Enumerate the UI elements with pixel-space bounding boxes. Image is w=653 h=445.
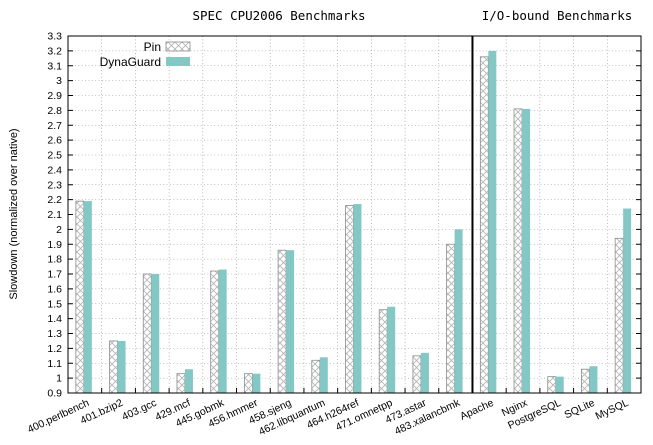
bar-pin	[479, 56, 489, 394]
bar-dynaguard	[420, 352, 429, 393]
chart-title-spec: SPEC CPU2006 Benchmarks	[192, 8, 365, 23]
bar-pin	[243, 373, 253, 394]
bar-pin	[547, 376, 557, 394]
y-tick-label: 1.7	[47, 269, 62, 281]
bar-pin	[412, 355, 422, 394]
bar-pin	[345, 205, 354, 394]
chart-title-io: I/O-bound Benchmarks	[482, 8, 633, 23]
bar-dynaguard	[319, 357, 328, 393]
bar-dynaguard	[286, 250, 295, 393]
y-tick-label: 1.3	[47, 328, 62, 340]
y-tick-label: 3.3	[47, 31, 62, 43]
bar-dynaguard	[83, 201, 92, 393]
y-tick-label: 0.9	[47, 388, 62, 400]
y-tick-label: 1.9	[47, 239, 62, 251]
legend-label-dynaguard: DynaGuard	[100, 55, 161, 69]
bar-pin	[311, 359, 321, 394]
bar-dynaguard	[454, 229, 463, 393]
y-tick-label: 2.5	[47, 150, 62, 162]
legend-swatch-dynaguard	[166, 57, 190, 66]
bar-pin	[446, 243, 456, 394]
y-tick-label: 3	[56, 75, 62, 87]
x-category-label: MySQL	[594, 397, 631, 423]
bar-dynaguard	[151, 274, 160, 393]
y-tick-label: 2.2	[47, 194, 62, 206]
legend: Pin DynaGuard	[100, 40, 191, 69]
y-tick-label: 2.1	[47, 209, 62, 221]
bar-pin	[176, 373, 186, 394]
bar-pin	[109, 340, 118, 394]
bar-pin	[277, 249, 287, 394]
bar-dynaguard	[623, 208, 632, 393]
y-tick-label: 1.2	[47, 343, 62, 355]
y-tick-label: 1	[56, 373, 62, 385]
bar-dynaguard	[353, 204, 362, 393]
y-tick-label: 1.4	[47, 313, 62, 325]
bar-pin	[581, 368, 590, 394]
y-tick-label: 2.3	[47, 179, 62, 191]
bar-dynaguard	[522, 108, 531, 393]
y-tick-label: 1.8	[47, 254, 62, 266]
legend-label-pin: Pin	[144, 40, 161, 54]
y-tick-label: 1.6	[47, 283, 62, 295]
bar-pin	[378, 309, 388, 394]
y-tick-label: 1.1	[47, 358, 62, 370]
x-category-label: 403.gcc	[120, 397, 158, 423]
y-tick-label: 2	[56, 224, 62, 236]
bar-pin	[210, 270, 220, 394]
bar-pin	[75, 200, 85, 394]
bar-dynaguard	[117, 340, 126, 393]
bar-dynaguard	[387, 306, 396, 393]
bars	[75, 50, 632, 394]
bar-dynaguard	[184, 369, 193, 393]
y-tick-label: 2.4	[47, 164, 62, 176]
bar-dynaguard	[555, 376, 564, 393]
y-tick-label: 3.1	[47, 60, 62, 72]
y-tick-label: 3.2	[47, 45, 62, 57]
x-category-label: SQLite	[563, 397, 597, 422]
legend-swatch-pin	[165, 41, 191, 52]
y-tick-label: 2.9	[47, 90, 62, 102]
bar-pin	[513, 108, 523, 394]
bar-dynaguard	[589, 366, 598, 393]
y-axis-ticks: 0.9 1 1.1 1.2 1.3 1.4 1.5 1.6 1.7 1.8 1.9 2 2.1 2.2 2.…	[47, 31, 641, 400]
y-tick-label: 2.8	[47, 105, 62, 117]
bar-dynaguard	[252, 373, 261, 393]
y-tick-label: 2.7	[47, 120, 62, 132]
bar-dynaguard	[488, 50, 497, 393]
bar-pin	[142, 273, 152, 394]
y-tick-label: 1.5	[47, 298, 62, 310]
x-axis-categories: 400.perlbench401.bzip2403.gcc429.mcf445.…	[26, 397, 631, 439]
bar-dynaguard	[218, 269, 227, 393]
y-tick-label: 2.6	[47, 135, 62, 147]
bar-pin	[614, 237, 624, 394]
y-axis-label: Slowdown (normalized over native)	[8, 128, 20, 299]
x-category-label: Apache	[458, 397, 495, 423]
